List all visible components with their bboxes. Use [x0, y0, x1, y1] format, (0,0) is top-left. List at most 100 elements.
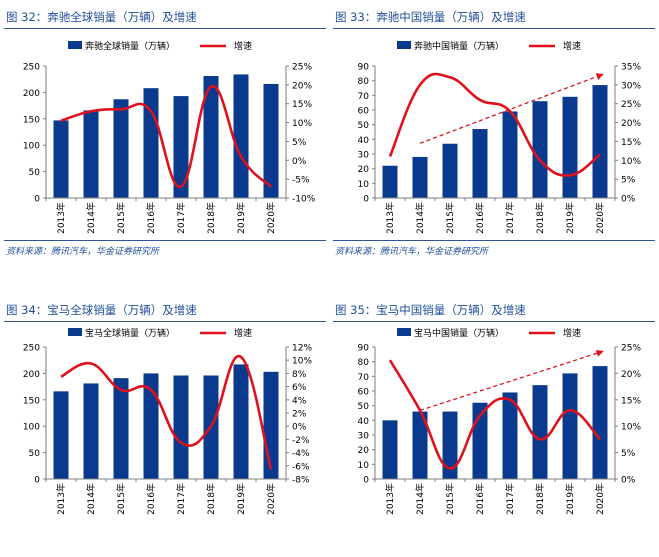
- category-label: 2014年: [414, 483, 426, 515]
- category-label: 2020年: [594, 483, 606, 515]
- bar: [382, 420, 398, 479]
- chart-34-plot: 宝马全球销量（万辆） 增速 0 50 100 150 200 250 -8% -6% -4% -2% 0…: [23, 327, 313, 515]
- chart-title: 图 32：奔驰全球销量（万辆）及增速: [6, 10, 197, 24]
- category-label: 2015年: [115, 202, 127, 234]
- title-divider: [333, 321, 655, 322]
- legend-bar-label: 奔驰全球销量（万辆）: [85, 40, 175, 52]
- category-label: 2017年: [504, 202, 516, 234]
- category-label: 2018年: [534, 202, 546, 234]
- growth-line: [60, 85, 272, 188]
- left-tick-label: 50: [358, 402, 370, 412]
- category-label: 2016年: [474, 483, 486, 515]
- right-tick-label: 10%: [292, 119, 312, 129]
- right-tick-label: 2%: [292, 410, 307, 420]
- right-tick-label: 12%: [292, 344, 312, 354]
- chart-title: 图 35：宝马中国销量（万辆）及增速: [335, 303, 526, 317]
- trend-arrow-line: [419, 351, 601, 411]
- right-tick-label: 8%: [292, 370, 307, 380]
- legend: 奔驰中国销量（万辆） 增速: [397, 40, 581, 52]
- legend-line-label: 增速: [563, 40, 581, 52]
- category-label: 2014年: [414, 202, 426, 234]
- title-divider: [4, 28, 326, 29]
- right-tick-label: 0%: [621, 476, 636, 486]
- bar: [412, 411, 428, 479]
- category-label: 2020年: [265, 483, 277, 515]
- chart-panel-32: 图 32：奔驰全球销量（万辆）及增速 奔驰全球销量（万辆） 增速 0 50 100 150…: [4, 6, 326, 264]
- category-label: 2014年: [85, 202, 97, 234]
- chart-panel-34: 图 34：宝马全球销量（万辆）及增速 宝马全球销量（万辆） 增速 0 50 100 150…: [4, 299, 326, 557]
- category-label: 2015年: [444, 483, 456, 515]
- left-tick-label: 250: [23, 63, 40, 73]
- category-label: 2015年: [115, 483, 127, 515]
- left-tick-label: 150: [23, 396, 40, 406]
- category-labels: 2013年 2014年 2015年 2016年 2017年 2018年 2019年 2020年: [384, 202, 606, 234]
- bar: [442, 411, 458, 479]
- right-tick-label: 10%: [292, 357, 312, 367]
- right-tick-label: -8%: [292, 476, 310, 486]
- category-label: 2018年: [205, 483, 217, 515]
- right-tick-label: 30%: [621, 81, 641, 91]
- right-tick-label: 20%: [292, 81, 312, 91]
- category-label: 2015年: [444, 202, 456, 234]
- right-tick-label: -5%: [292, 176, 310, 186]
- left-tick-label: 150: [23, 115, 40, 125]
- left-tick-label: 200: [23, 89, 40, 99]
- category-label: 2016年: [474, 202, 486, 234]
- legend-bar-swatch: [68, 328, 82, 336]
- left-tick-label: 0: [34, 476, 40, 486]
- right-tick-label: 20%: [621, 119, 641, 129]
- left-tick-label: 10: [358, 180, 370, 190]
- bar: [382, 165, 398, 198]
- right-tick-label: 35%: [621, 63, 641, 73]
- right-tick-label: 0%: [292, 423, 307, 433]
- category-label: 2018年: [534, 483, 546, 515]
- category-label: 2018年: [205, 202, 217, 234]
- right-tick-label: -2%: [292, 436, 310, 446]
- category-label: 2020年: [265, 202, 277, 234]
- bar: [53, 391, 69, 479]
- bar: [502, 392, 518, 479]
- bar: [502, 111, 518, 198]
- chart-panel-33: 图 33：奔驰中国销量（万辆）及增速 奔驰中国销量（万辆） 增速 0 10 20 30 40…: [333, 6, 655, 264]
- bar: [532, 101, 548, 198]
- legend-bar-label: 宝马中国销量（万辆）: [414, 327, 504, 339]
- category-label: 2016年: [145, 483, 157, 515]
- chart-title: 图 33：奔驰中国销量（万辆）及增速: [335, 10, 526, 24]
- left-tick-label: 90: [358, 344, 370, 354]
- category-label: 2016年: [145, 202, 157, 234]
- left-tick-label: 90: [358, 63, 370, 73]
- right-tick-label: 0%: [621, 195, 636, 205]
- right-tick-label: 10%: [621, 157, 641, 167]
- right-tick-label: 5%: [621, 176, 636, 186]
- category-labels: 2013年 2014年 2015年 2016年 2017年 2018年 2019年 2020年: [384, 483, 606, 515]
- legend: 宝马中国销量（万辆） 增速: [397, 327, 581, 339]
- bar: [263, 371, 279, 479]
- right-tick-label: -10%: [292, 195, 316, 205]
- right-tick-label: 25%: [292, 63, 312, 73]
- category-label: 2019年: [564, 202, 576, 234]
- legend: 奔驰全球销量（万辆） 增速: [68, 40, 252, 52]
- bar: [143, 373, 159, 479]
- bar: [83, 383, 99, 479]
- title-divider: [333, 28, 655, 29]
- chart-33-plot: 奔驰中国销量（万辆） 增速 0 10 20 30 40 50 60 70 80 90 0% 5% 10% 15…: [358, 40, 642, 234]
- right-tick-label: 10%: [621, 423, 641, 433]
- left-tick-label: 50: [358, 121, 370, 131]
- chart-32-plot: 奔驰全球销量（万辆） 增速 0 50 100 150 200 250 -10% -5% 0% 5% 10…: [23, 40, 316, 234]
- bar: [113, 378, 129, 479]
- bar: [233, 364, 249, 479]
- bar: [233, 74, 249, 198]
- left-tick-label: 100: [23, 142, 40, 152]
- source-divider: [4, 240, 326, 241]
- bar: [173, 375, 189, 479]
- bar: [263, 83, 279, 198]
- left-tick-label: 20: [358, 165, 370, 175]
- left-tick-label: 20: [358, 446, 370, 456]
- bar: [442, 143, 458, 198]
- left-tick-label: 200: [23, 370, 40, 380]
- left-tick-label: 250: [23, 344, 40, 354]
- bar: [562, 373, 578, 479]
- legend-bar-swatch: [397, 328, 411, 336]
- right-tick-label: 5%: [292, 138, 307, 148]
- category-label: 2017年: [175, 483, 187, 515]
